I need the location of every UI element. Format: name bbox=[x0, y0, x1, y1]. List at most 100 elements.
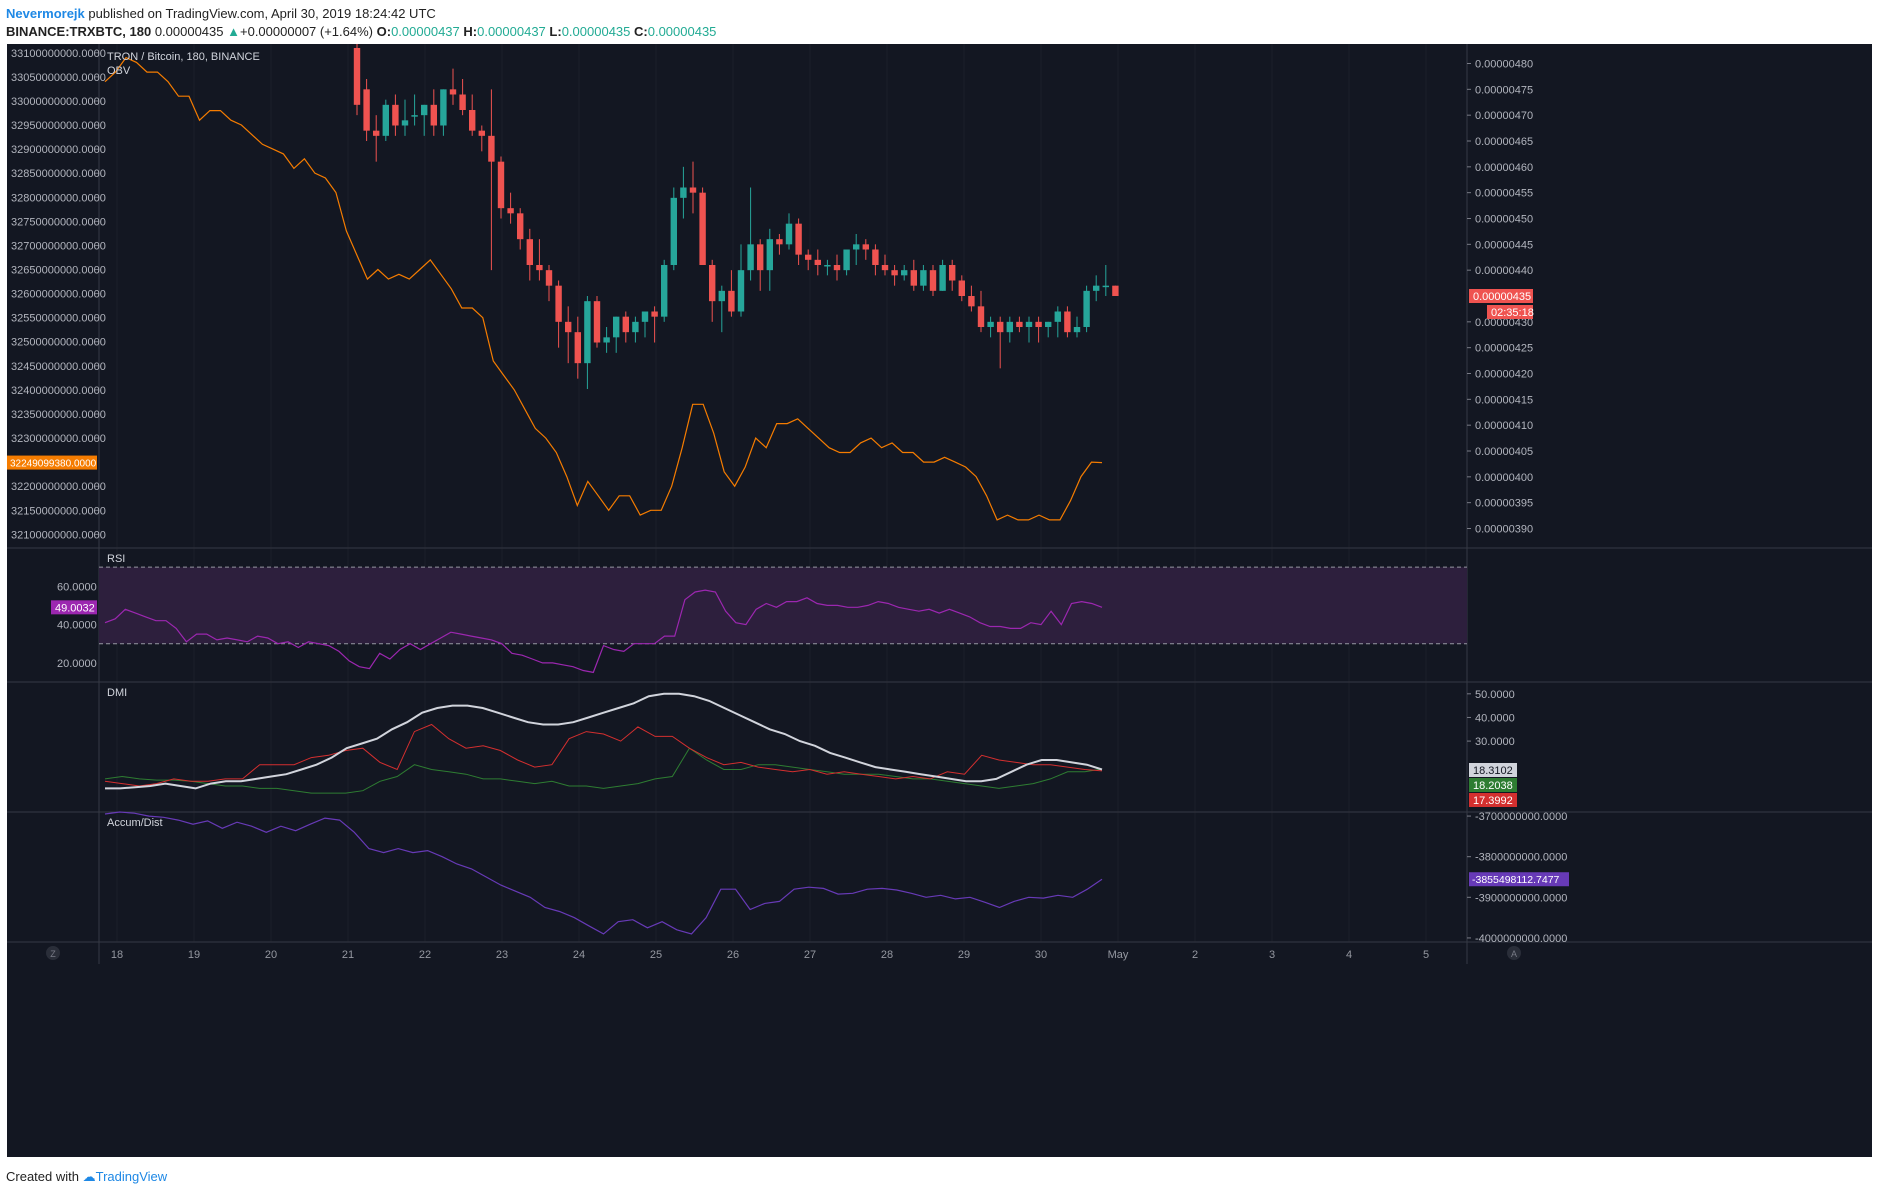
obv-last-value: 32249099380.0000 bbox=[10, 459, 97, 470]
candle-body bbox=[929, 270, 937, 291]
candle-body bbox=[1054, 311, 1061, 322]
candle-body bbox=[939, 265, 946, 291]
candle-body bbox=[478, 130, 485, 136]
candle-body bbox=[401, 120, 409, 126]
obv-tick-label: 32650000000.0000 bbox=[11, 265, 106, 277]
candle-body bbox=[613, 316, 620, 338]
candle-body bbox=[641, 311, 649, 322]
chart-area[interactable]: 18 19 20 21 22 23 24 25 26 27 28 29 30 May 2 3 4 5 Z A 0.000… bbox=[7, 44, 1872, 1157]
candle-body bbox=[785, 223, 793, 245]
tradingview-logo-icon[interactable]: ☁ bbox=[82, 1169, 96, 1184]
obv-tick-label: 32800000000.0000 bbox=[11, 192, 106, 204]
low-label: L: bbox=[549, 24, 562, 39]
obv-tick-label: 33100000000.0000 bbox=[11, 48, 106, 60]
obv-tick-label: 32750000000.0000 bbox=[11, 216, 106, 228]
candle-body bbox=[862, 244, 869, 250]
accum-tick-label: -3800000000.0000 bbox=[1475, 852, 1567, 864]
publish-line: Nevermorejk published on TradingView.com… bbox=[6, 6, 436, 21]
time-tick-label: 30 bbox=[1035, 949, 1047, 961]
price-tick-label: 0.00000390 bbox=[1475, 524, 1533, 536]
accum-last-value: -3855498112.7477 bbox=[1472, 874, 1560, 886]
last-price: 0.00000435 bbox=[154, 24, 224, 39]
candle-body bbox=[805, 254, 812, 260]
candle-body bbox=[843, 249, 850, 271]
time-tick-label: 26 bbox=[727, 949, 739, 961]
price-last-value: 0.00000435 bbox=[1473, 291, 1531, 303]
dmi-tick-label: 40.0000 bbox=[1475, 712, 1515, 724]
time-tick-label: 2 bbox=[1192, 949, 1198, 961]
rsi-tick-label: 20.0000 bbox=[57, 658, 97, 670]
publish-header: Nevermorejk published on TradingView.com… bbox=[0, 0, 1878, 44]
time-tick-label: 22 bbox=[419, 949, 431, 961]
dmi-tick-label: 30.0000 bbox=[1475, 736, 1515, 748]
price-last-badge bbox=[1469, 289, 1533, 303]
candle-body bbox=[689, 187, 697, 193]
time-tick-label: 4 bbox=[1346, 949, 1352, 961]
obv-tick-label: 32550000000.0000 bbox=[11, 313, 106, 325]
change-value: +0.00000007 (+1.64%) bbox=[240, 24, 373, 39]
price-tick-label: 0.00000475 bbox=[1475, 84, 1533, 96]
author-link[interactable]: Nevermorejk bbox=[6, 6, 85, 21]
dmi-adx-value: 18.3102 bbox=[1473, 765, 1513, 777]
candle-body bbox=[670, 197, 677, 265]
price-tick-label: 0.00000420 bbox=[1475, 369, 1533, 381]
dmi-adx-badge bbox=[1469, 763, 1517, 777]
dmi-plus-value: 18.2038 bbox=[1473, 780, 1513, 792]
countdown-badge bbox=[1487, 305, 1533, 319]
dmi-label: DMI bbox=[107, 687, 127, 699]
time-tick-label: 28 bbox=[881, 949, 893, 961]
obv-tick-label: 32150000000.0000 bbox=[11, 505, 106, 517]
time-tick-label: 27 bbox=[804, 949, 816, 961]
candle-body bbox=[699, 192, 706, 265]
candle-body bbox=[382, 104, 389, 136]
candle-body bbox=[920, 270, 927, 286]
change-arrow-icon: ▲ bbox=[227, 24, 240, 39]
obv-label: OBV bbox=[107, 65, 131, 77]
time-tick-label: 19 bbox=[188, 949, 200, 961]
open-value: 0.00000437 bbox=[391, 24, 460, 39]
candle-body bbox=[718, 290, 725, 302]
rsi-tick-label: 40.0000 bbox=[57, 620, 97, 632]
candle-body bbox=[709, 265, 716, 302]
tradingview-link[interactable]: TradingView bbox=[95, 1169, 168, 1184]
dmi-plus-line bbox=[104, 747, 1103, 794]
candle-body bbox=[517, 213, 524, 240]
price-tick-label: 0.00000425 bbox=[1475, 343, 1533, 355]
obv-tick-label: 32350000000.0000 bbox=[11, 409, 106, 421]
time-tick-label: 25 bbox=[650, 949, 662, 961]
candle-body bbox=[497, 161, 505, 209]
chart-canvas[interactable]: 18 19 20 21 22 23 24 25 26 27 28 29 30 May 2 3 4 5Z A0.000… bbox=[7, 44, 1872, 1157]
candle-body bbox=[1093, 285, 1100, 291]
price-tick-label: 0.00000405 bbox=[1475, 446, 1533, 458]
obv-tick-label: 32500000000.0000 bbox=[11, 337, 106, 349]
close-value: 0.00000435 bbox=[647, 24, 717, 39]
accum-last-badge bbox=[1469, 872, 1569, 887]
time-tick-label: 23 bbox=[496, 949, 508, 961]
accum-tick-label: -4000000000.0000 bbox=[1475, 933, 1567, 945]
candle-body bbox=[1064, 311, 1071, 333]
candle-body bbox=[632, 321, 639, 333]
candle-body bbox=[757, 244, 764, 271]
candle-body bbox=[469, 110, 476, 131]
candle-body bbox=[488, 135, 495, 162]
candle-body bbox=[776, 239, 783, 245]
candle-body bbox=[1006, 321, 1013, 333]
obv-tick-label: 32300000000.0000 bbox=[11, 433, 106, 445]
candle-body bbox=[459, 94, 466, 110]
symbol-label: BINANCE:TRXBTC, 180 bbox=[6, 24, 152, 39]
obv-tick-label: 32600000000.0000 bbox=[11, 289, 106, 301]
candle-body bbox=[1102, 285, 1109, 288]
high-value: 0.00000437 bbox=[477, 24, 546, 39]
low-value: 0.00000435 bbox=[561, 24, 631, 39]
candle-body bbox=[363, 89, 370, 131]
candle-body bbox=[680, 187, 687, 198]
obv-tick-label: 32400000000.0000 bbox=[11, 385, 106, 397]
price-tick-label: 0.00000440 bbox=[1475, 265, 1533, 277]
footer: Created with ☁TradingView bbox=[0, 1157, 1878, 1192]
candle-body bbox=[958, 280, 965, 296]
candle-body bbox=[440, 89, 447, 126]
dmi-minus-value: 17.3992 bbox=[1473, 795, 1513, 807]
candle-body bbox=[949, 265, 956, 281]
accum-tick-label: -3700000000.0000 bbox=[1475, 811, 1567, 823]
price-tick-label: 0.00000465 bbox=[1475, 136, 1533, 148]
